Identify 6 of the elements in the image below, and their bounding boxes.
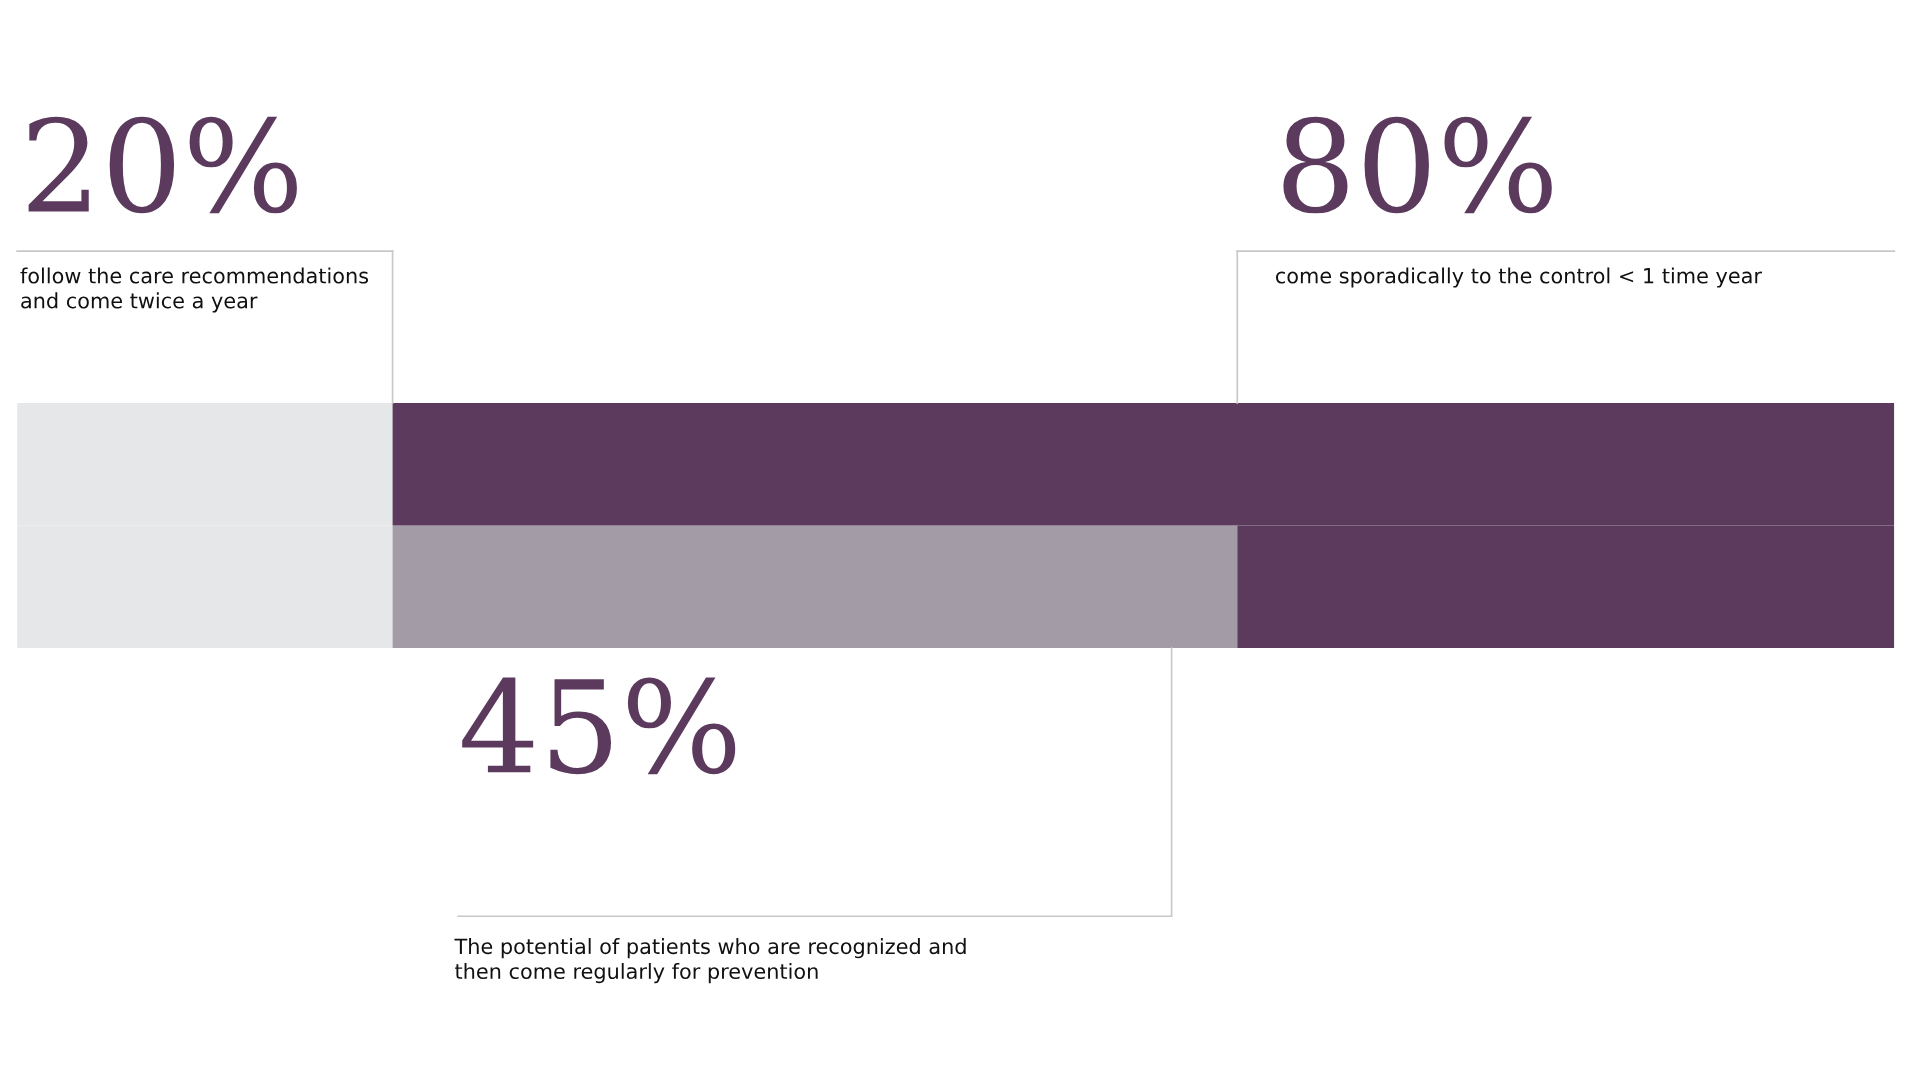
data-label: 80% bbox=[1283, 116, 1552, 214]
text: The potential of patients who are recognized and then come regularly for prevention bbox=[454, 938, 966, 984]
data-label: 45% bbox=[462, 677, 736, 775]
text: come sporadically to the control < 1 time year bbox=[1275, 267, 1762, 288]
text: follow the care recommendations and come twice a year bbox=[20, 267, 369, 313]
data-label: 20% bbox=[28, 116, 297, 214]
